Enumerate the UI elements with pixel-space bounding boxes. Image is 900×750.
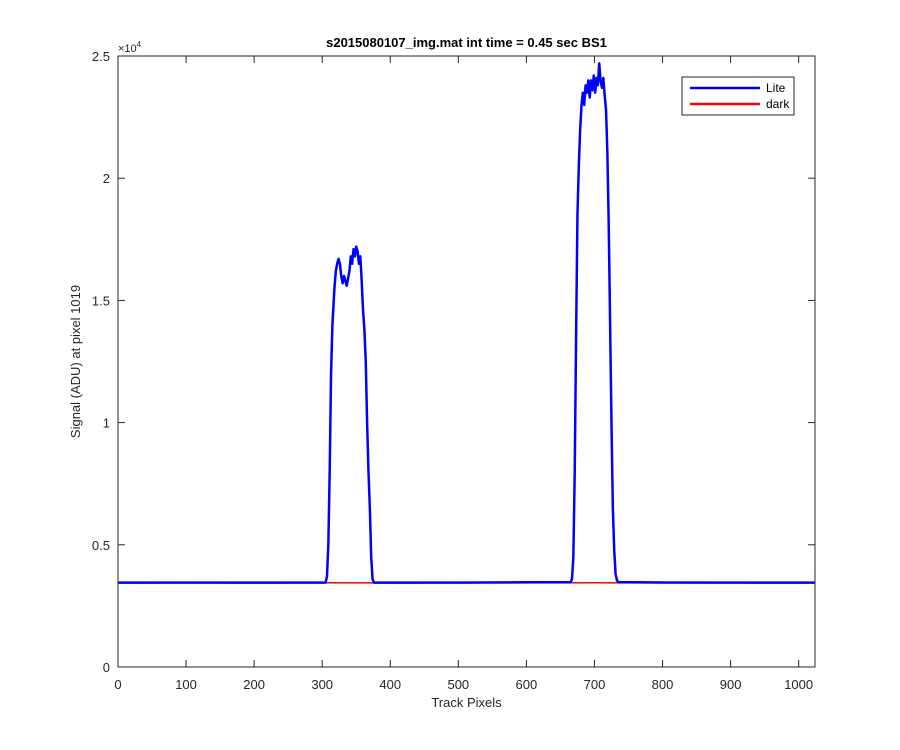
plot-area: [118, 56, 815, 667]
chart-legend: Lite dark: [681, 76, 795, 116]
x-tick-label: 800: [652, 677, 674, 692]
legend-box: [681, 76, 795, 116]
x-tick-label: 500: [447, 677, 469, 692]
series-line-lite: [118, 62, 815, 584]
x-tick-label: 700: [584, 677, 606, 692]
y-exponent-base: ×10: [118, 43, 137, 55]
y-axis-label: Signal (ADU) at pixel 1019: [68, 285, 83, 438]
chart-title: s2015080107_img.mat int time = 0.45 sec …: [326, 35, 607, 50]
y-tick-label: 0.5: [92, 538, 110, 553]
y-tick-label: 1: [103, 416, 110, 431]
series-layer: [117, 62, 816, 584]
axis-tick-labels: 0 100 200 300 400 500 600 700 800 900 1000 0 0.5 1 1.5…: [92, 49, 813, 692]
x-tick-label: 1000: [784, 677, 813, 692]
x-tick-label: 400: [379, 677, 401, 692]
y-tick-label: 2: [103, 171, 110, 186]
plot-frame: [117, 55, 816, 668]
legend-label-dark: dark: [766, 97, 790, 111]
x-tick-label: 300: [311, 677, 333, 692]
legend-label-lite: Lite: [766, 81, 786, 95]
x-axis-label: Track Pixels: [431, 695, 502, 710]
y-tick-label: 0: [103, 660, 110, 675]
x-tick-label: 600: [516, 677, 538, 692]
axis-ticks: [117, 55, 815, 668]
y-axis-exponent: ×104: [118, 40, 142, 55]
x-tick-label: 0: [114, 677, 121, 692]
y-exponent-power: 4: [137, 40, 142, 49]
x-tick-label: 100: [175, 677, 197, 692]
x-tick-label: 900: [720, 677, 742, 692]
y-tick-label: 2.5: [92, 49, 110, 64]
y-tick-label: 1.5: [92, 293, 110, 308]
x-tick-label: 200: [243, 677, 265, 692]
